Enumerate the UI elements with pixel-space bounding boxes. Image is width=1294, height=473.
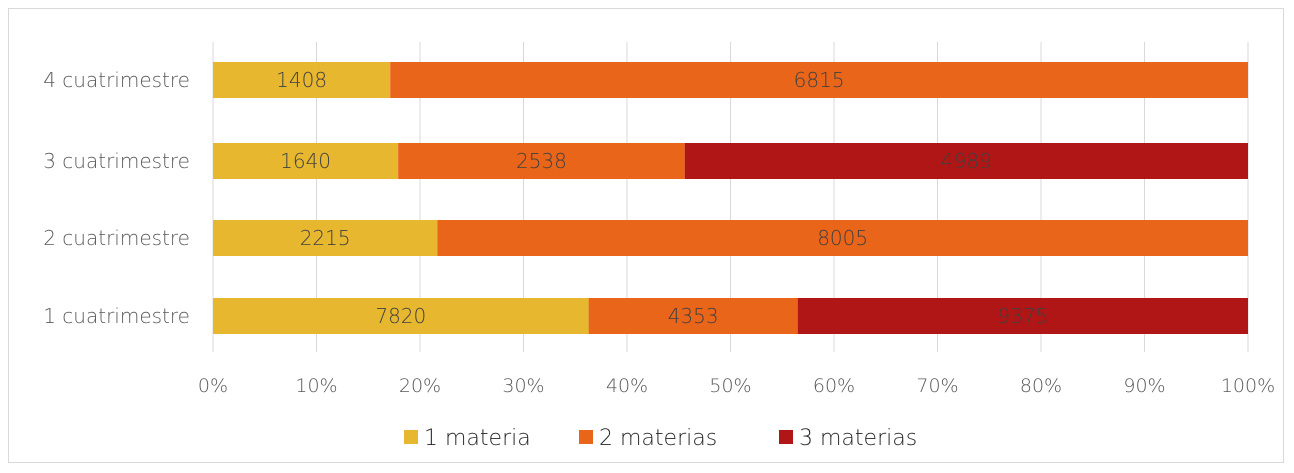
- category-label: 1 cuatrimestre: [43, 304, 190, 328]
- data-label: 1640: [280, 149, 331, 173]
- legend-swatch: [579, 430, 593, 444]
- legend-label: 1 materia: [424, 426, 531, 451]
- x-tick-label: 0%: [198, 375, 228, 397]
- x-tick-label: 20%: [399, 375, 441, 397]
- x-tick-label: 70%: [916, 375, 958, 397]
- legend-label: 3 materias: [799, 426, 917, 451]
- bar-segment: [213, 143, 399, 179]
- bar-segment: [684, 143, 1248, 179]
- x-tick-label: 80%: [1020, 375, 1062, 397]
- bar-segment: [213, 62, 391, 98]
- x-tick-label: 90%: [1123, 375, 1165, 397]
- x-tick-label: 50%: [709, 375, 751, 397]
- legend: 1 materia 2 materias 3 materias: [404, 426, 917, 451]
- data-label: 9375: [997, 304, 1048, 328]
- data-label: 7820: [375, 304, 426, 328]
- x-tick-label: 10%: [295, 375, 337, 397]
- data-label: 1408: [276, 68, 327, 92]
- x-tick-label: 100%: [1221, 375, 1275, 397]
- legend-swatch: [404, 430, 418, 444]
- bar-segment: [213, 220, 438, 256]
- legend-swatch: [779, 430, 793, 444]
- category-label: 2 cuatrimestre: [43, 226, 190, 250]
- x-tick-label: 60%: [813, 375, 855, 397]
- data-label: 8005: [817, 226, 868, 250]
- x-tick-label: 40%: [606, 375, 648, 397]
- bar-segment: [588, 298, 798, 334]
- bar-segment: [797, 298, 1248, 334]
- data-label: 6815: [794, 68, 845, 92]
- data-label: 2215: [300, 226, 351, 250]
- bar-segment: [390, 62, 1249, 98]
- bars: [213, 62, 1249, 334]
- category-label: 4 cuatrimestre: [43, 68, 190, 92]
- data-label: 2538: [516, 149, 567, 173]
- data-label: 4353: [668, 304, 719, 328]
- legend-label: 2 materias: [599, 426, 717, 451]
- bar-segment: [398, 143, 685, 179]
- data-label: 4989: [941, 149, 992, 173]
- bar-segment: [437, 220, 1248, 256]
- x-tick-label: 30%: [502, 375, 544, 397]
- category-label: 3 cuatrimestre: [43, 149, 190, 173]
- labels: 0% 10% 20% 30% 40% 50% 60% 70% 80% 90% 100% 7820 435…: [43, 68, 1275, 397]
- bar-segment: [213, 298, 589, 334]
